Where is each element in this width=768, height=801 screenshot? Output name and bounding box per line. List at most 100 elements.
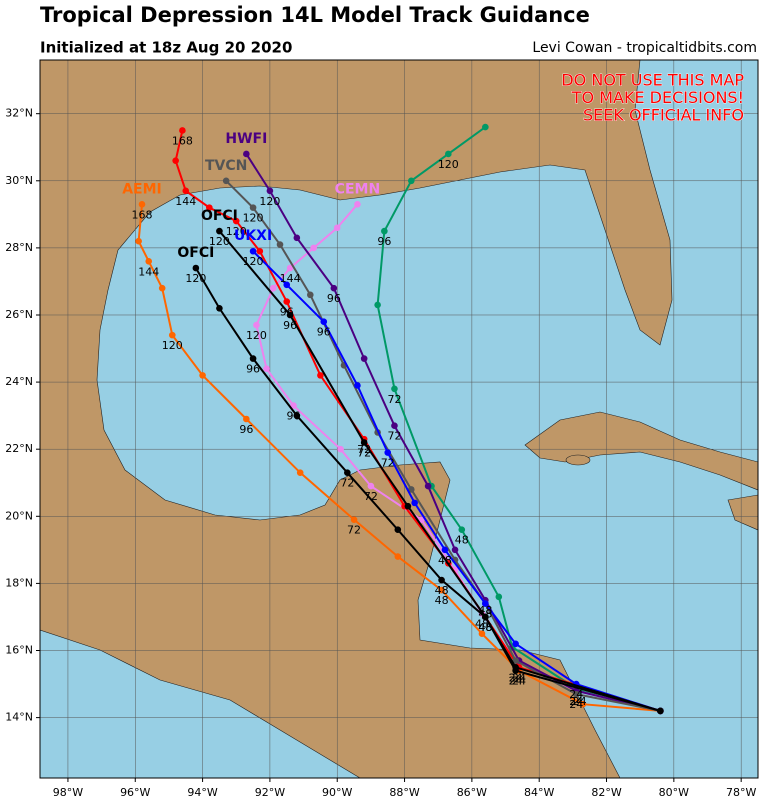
track-point bbox=[424, 482, 432, 490]
hour-label: 120 bbox=[438, 158, 459, 171]
track-line bbox=[225, 180, 661, 712]
track-point bbox=[391, 385, 398, 393]
track-point bbox=[482, 123, 489, 131]
track-point bbox=[216, 304, 223, 312]
track-point bbox=[256, 247, 264, 255]
track-point bbox=[344, 469, 351, 476]
track-point bbox=[360, 439, 368, 446]
water bbox=[96, 60, 758, 778]
hour-label: 24 bbox=[569, 688, 583, 701]
hour-label: 24 bbox=[569, 695, 583, 708]
hour-label: 48 bbox=[438, 554, 452, 567]
track-point bbox=[310, 244, 317, 252]
model-name: AEMI bbox=[122, 181, 162, 197]
track-point bbox=[367, 482, 375, 490]
hour-label: 24 bbox=[512, 671, 526, 684]
warning-line: DO NOT USE THIS MAP bbox=[561, 71, 744, 90]
x-tick-label: 90°W bbox=[322, 786, 352, 799]
track-point bbox=[391, 422, 398, 430]
track-point bbox=[192, 264, 200, 272]
hour-label: 48 bbox=[478, 621, 492, 634]
track-point bbox=[330, 284, 338, 292]
track-point bbox=[206, 204, 213, 211]
hour-label: 24 bbox=[569, 695, 583, 708]
track-point bbox=[138, 200, 146, 208]
track-point bbox=[411, 499, 418, 507]
y-tick-label: 20°N bbox=[5, 509, 33, 522]
hour-label: 120 bbox=[243, 255, 264, 268]
hour-label: 96 bbox=[239, 423, 253, 436]
ticks: 98°W 96°W 94°W 92°W 90°W 88°W 86°W 84°W 82°W 80°W… bbox=[5, 107, 756, 799]
track-point bbox=[145, 258, 153, 265]
hispaniola bbox=[727, 494, 758, 531]
track-point bbox=[404, 502, 412, 510]
track-point bbox=[333, 224, 341, 232]
hour-label: 72 bbox=[347, 524, 361, 537]
hour-label: 24 bbox=[573, 695, 587, 708]
hour-label: 96 bbox=[327, 292, 341, 305]
track-point bbox=[354, 200, 361, 208]
track-point bbox=[572, 690, 580, 698]
hour-label: 120 bbox=[185, 272, 206, 285]
track-point bbox=[381, 227, 388, 235]
track-point bbox=[266, 187, 274, 195]
track-point bbox=[407, 486, 415, 493]
y-tick-label: 18°N bbox=[5, 576, 33, 589]
track-point bbox=[172, 157, 179, 164]
hour-label: 24 bbox=[509, 675, 523, 688]
y-tick-label: 28°N bbox=[5, 241, 33, 254]
track-point bbox=[657, 707, 664, 715]
track-point bbox=[482, 600, 489, 607]
track-point bbox=[290, 402, 297, 409]
hour-label: 72 bbox=[340, 477, 354, 490]
frame bbox=[39, 59, 759, 779]
y-tick-label: 24°N bbox=[5, 375, 33, 388]
track-point bbox=[283, 298, 291, 305]
track-line bbox=[245, 153, 661, 712]
hour-label: 48 bbox=[475, 618, 489, 631]
track-line bbox=[194, 267, 661, 712]
hour-label: 72 bbox=[387, 430, 401, 443]
track-point bbox=[222, 177, 230, 185]
track-point bbox=[438, 586, 445, 594]
basemap: 24 48 72 96 120 24 48 72 96 120 144 168 AEMI 24 48 72 96… bbox=[40, 60, 758, 778]
track-point bbox=[158, 284, 166, 292]
track-point bbox=[495, 593, 503, 601]
hour-label: 144 bbox=[138, 265, 159, 278]
track-point bbox=[394, 526, 402, 534]
title: Tropical Depression 14L Model Track Guid… bbox=[40, 3, 590, 27]
warning-line: TO MAKE DECISIONS! bbox=[571, 88, 744, 107]
tracks: 24 48 72 96 120 24 48 72 96 120 144 168 AEMI 24 48 72 96… bbox=[122, 123, 664, 715]
track-point bbox=[451, 546, 459, 554]
track-point bbox=[445, 150, 452, 158]
hour-label: 120 bbox=[209, 235, 230, 248]
model-name: OFCI bbox=[201, 208, 238, 224]
hour-label: 48 bbox=[478, 604, 492, 617]
track-point bbox=[438, 576, 445, 584]
x-tick-label: 78°W bbox=[726, 786, 756, 799]
hour-label: 48 bbox=[435, 584, 449, 597]
track-point bbox=[307, 291, 314, 299]
track-point bbox=[512, 640, 519, 648]
track-point bbox=[374, 301, 381, 309]
hour-label: 48 bbox=[478, 621, 492, 634]
hour-label: 120 bbox=[246, 329, 267, 342]
hour-label: 72 bbox=[357, 443, 371, 456]
hour-label: 72 bbox=[364, 490, 378, 503]
track-point bbox=[478, 630, 486, 638]
model-name: HWFI bbox=[225, 131, 267, 147]
x-tick-label: 82°W bbox=[591, 786, 621, 799]
pacific bbox=[40, 629, 361, 778]
credit: Levi Cowan - tropicaltidbits.com bbox=[532, 40, 757, 56]
track-point bbox=[337, 445, 344, 453]
track-point bbox=[418, 516, 425, 523]
y-tick-label: 16°N bbox=[5, 644, 33, 657]
track-point bbox=[199, 372, 206, 379]
x-tick-label: 84°W bbox=[524, 786, 554, 799]
hour-label: 72 bbox=[381, 457, 395, 470]
track-line bbox=[376, 126, 661, 712]
track-point bbox=[249, 204, 257, 211]
warning-line: SEEK OFFICIAL INFO bbox=[583, 106, 744, 125]
hour-label: 120 bbox=[259, 195, 280, 208]
